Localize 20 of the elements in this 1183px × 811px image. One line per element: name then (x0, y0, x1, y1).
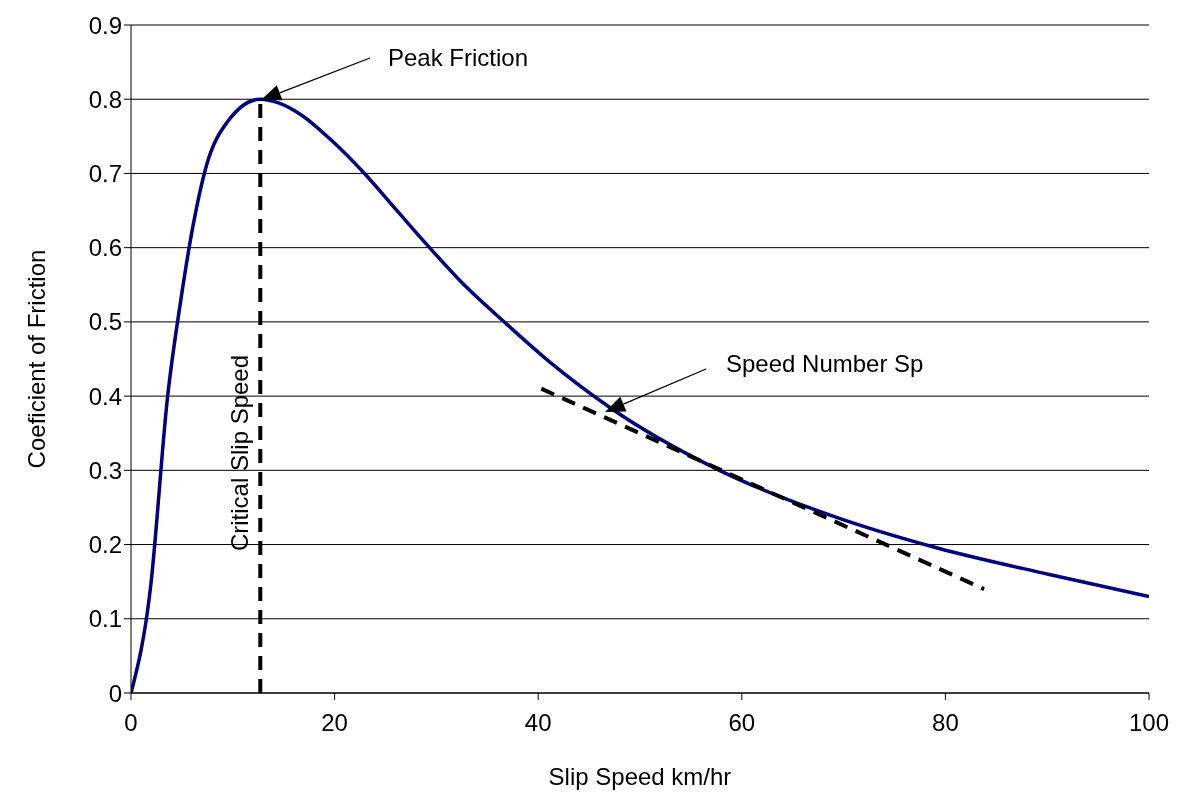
y-tick-label: 0.6 (88, 234, 122, 262)
annotation: Critical Slip Speed (226, 354, 253, 552)
y-tick-label: 0.5 (88, 308, 122, 336)
x-tick-label: 60 (728, 709, 756, 737)
x-tick-label: 20 (321, 709, 348, 737)
x-tick-label: 100 (1128, 709, 1170, 737)
x-tick-label: 40 (524, 709, 552, 737)
annotation: Speed Number Sp (726, 350, 924, 377)
x-tick-label: 80 (932, 709, 959, 737)
y-tick-label: 0.8 (88, 85, 122, 113)
y-tick-label: 0 (108, 679, 122, 707)
y-tick-label: 0.2 (88, 531, 122, 559)
y-tick-label: 0.1 (88, 605, 122, 633)
y-tick-label: 0.9 (88, 11, 122, 39)
x-axis-title: Slip Speed km/hr (548, 763, 732, 790)
annotation: Peak Friction (388, 44, 529, 71)
y-tick-label: 0.4 (88, 382, 122, 410)
y-axis-title: Coeficient of Friction (22, 249, 50, 469)
y-tick-label: 0.7 (88, 159, 122, 187)
y-tick-label: 0.3 (88, 456, 122, 484)
